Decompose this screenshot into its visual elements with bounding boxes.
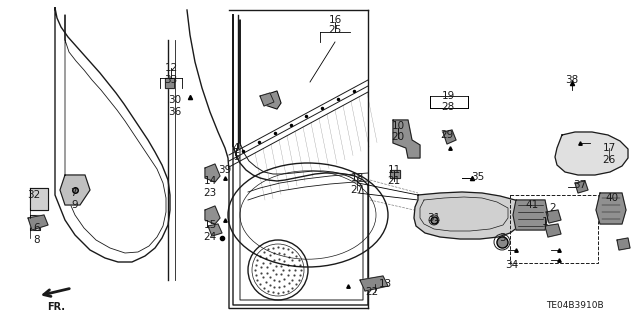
Text: 39: 39 [218,165,232,175]
Polygon shape [205,164,220,182]
Polygon shape [30,215,40,230]
Text: 31: 31 [428,213,440,223]
Polygon shape [443,130,456,144]
Text: 2: 2 [550,203,556,213]
Text: 30: 30 [168,95,182,105]
Text: 26: 26 [602,155,616,165]
Text: 3: 3 [499,233,506,243]
Text: 38: 38 [565,75,579,85]
Text: 7: 7 [70,188,76,198]
Text: 1: 1 [541,217,548,227]
Text: 22: 22 [365,287,379,297]
Text: 28: 28 [442,102,454,112]
Text: FR.: FR. [47,302,65,312]
Polygon shape [617,238,630,250]
Polygon shape [360,276,388,291]
Text: 34: 34 [506,260,518,270]
Text: 23: 23 [204,188,216,198]
Text: 29: 29 [440,130,454,140]
Text: 12: 12 [164,63,178,73]
Text: 11: 11 [387,165,401,175]
Text: 27: 27 [350,185,364,195]
Text: 5: 5 [233,152,239,162]
Text: 24: 24 [204,232,216,242]
Text: 16: 16 [328,15,342,25]
Text: 36: 36 [168,107,182,117]
Polygon shape [205,206,220,224]
Text: 41: 41 [525,200,539,210]
Polygon shape [414,192,522,239]
Polygon shape [165,78,174,88]
Text: 37: 37 [573,180,587,190]
Polygon shape [390,170,400,178]
Text: 32: 32 [28,190,40,200]
Polygon shape [393,120,420,158]
Text: 20: 20 [392,132,404,142]
Bar [510,195,598,263]
Text: 19: 19 [442,91,454,101]
Text: 40: 40 [605,193,619,203]
Text: 35: 35 [472,172,484,182]
Text: 13: 13 [378,279,392,289]
Polygon shape [545,224,561,237]
Polygon shape [513,200,548,230]
Text: 21: 21 [387,176,401,186]
Text: 33: 33 [164,75,178,85]
Polygon shape [208,224,222,236]
Text: 25: 25 [328,25,342,35]
Polygon shape [265,91,281,109]
Text: 8: 8 [34,235,40,245]
Polygon shape [28,215,48,230]
Text: 4: 4 [233,143,239,153]
Polygon shape [575,181,588,193]
Polygon shape [596,193,626,224]
Polygon shape [555,132,628,175]
Text: 10: 10 [392,121,404,131]
Text: 14: 14 [204,176,216,186]
Polygon shape [546,210,561,223]
Text: 9: 9 [72,200,78,210]
Text: 15: 15 [204,220,216,230]
Polygon shape [260,93,274,106]
Text: 17: 17 [602,143,616,153]
Text: TE04B3910B: TE04B3910B [546,300,604,309]
Polygon shape [30,188,48,210]
Text: 6: 6 [34,223,40,233]
Text: 18: 18 [350,173,364,183]
Polygon shape [60,175,90,205]
